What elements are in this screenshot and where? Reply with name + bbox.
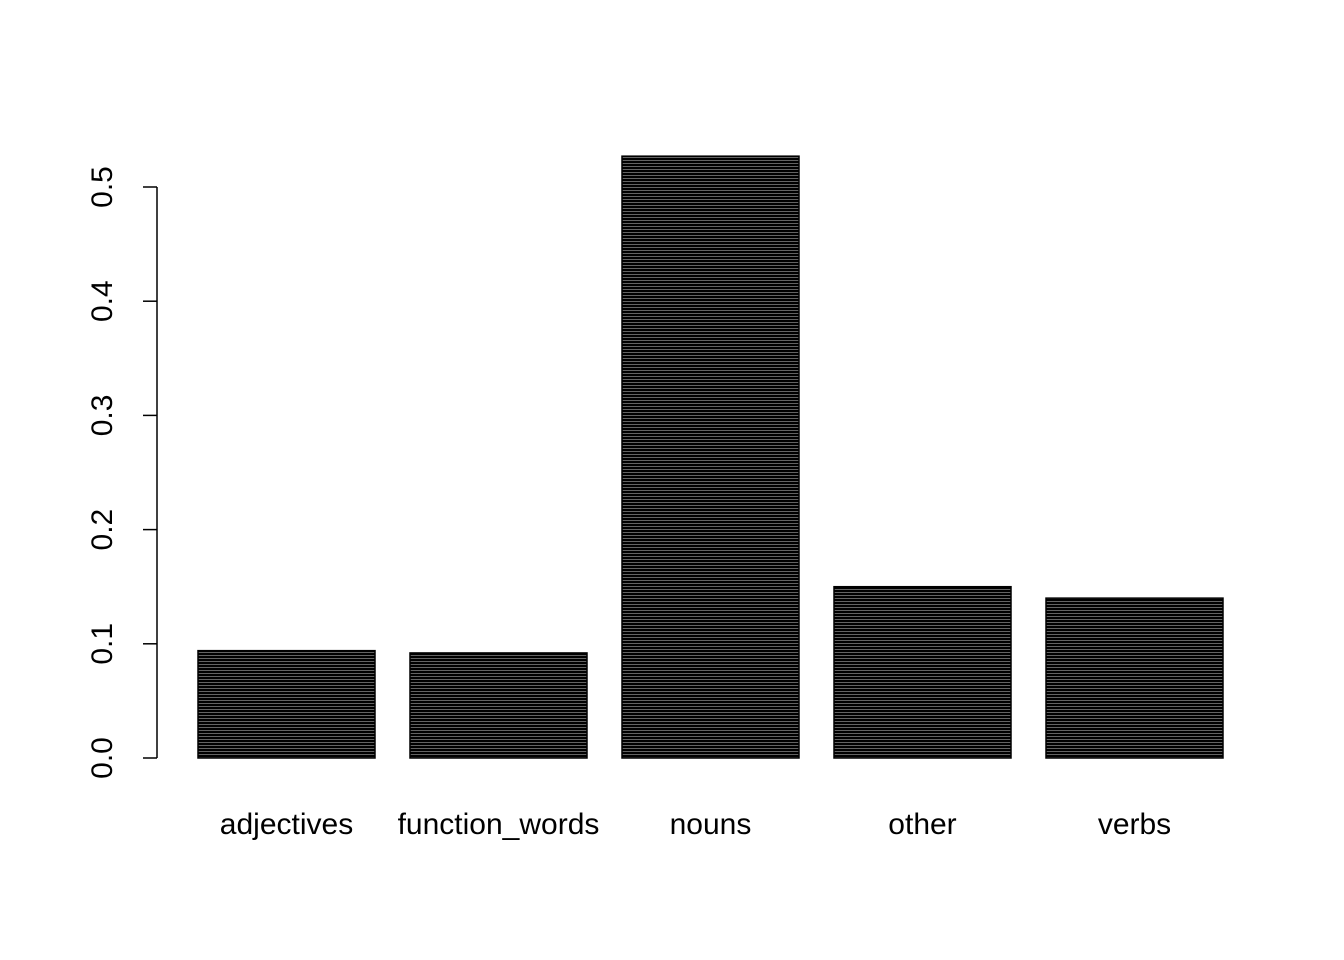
y-tick-label: 0.4 [86,280,119,322]
bars [197,155,1224,759]
bar-nouns [621,155,800,759]
bar-function-words [409,652,588,759]
bar-verbs [1045,597,1224,759]
y-tick-label: 0.1 [86,623,119,665]
x-tick-label: function_words [398,808,600,841]
x-axis-labels: adjectives function_words nouns other verbs [220,808,1171,841]
y-axis: 0.0 0.1 0.2 0.3 0.4 0.5 [86,166,158,779]
y-tick-label: 0.3 [86,395,119,437]
x-tick-label: verbs [1098,808,1171,841]
bar-other [833,585,1012,759]
x-tick-label: nouns [670,808,752,841]
y-tick-label: 0.5 [86,166,119,208]
x-tick-label: adjectives [220,808,353,841]
y-tick-label: 0.2 [86,509,119,551]
bar-adjectives [197,649,376,759]
y-tick-label: 0.0 [86,737,119,779]
x-tick-label: other [888,808,956,841]
